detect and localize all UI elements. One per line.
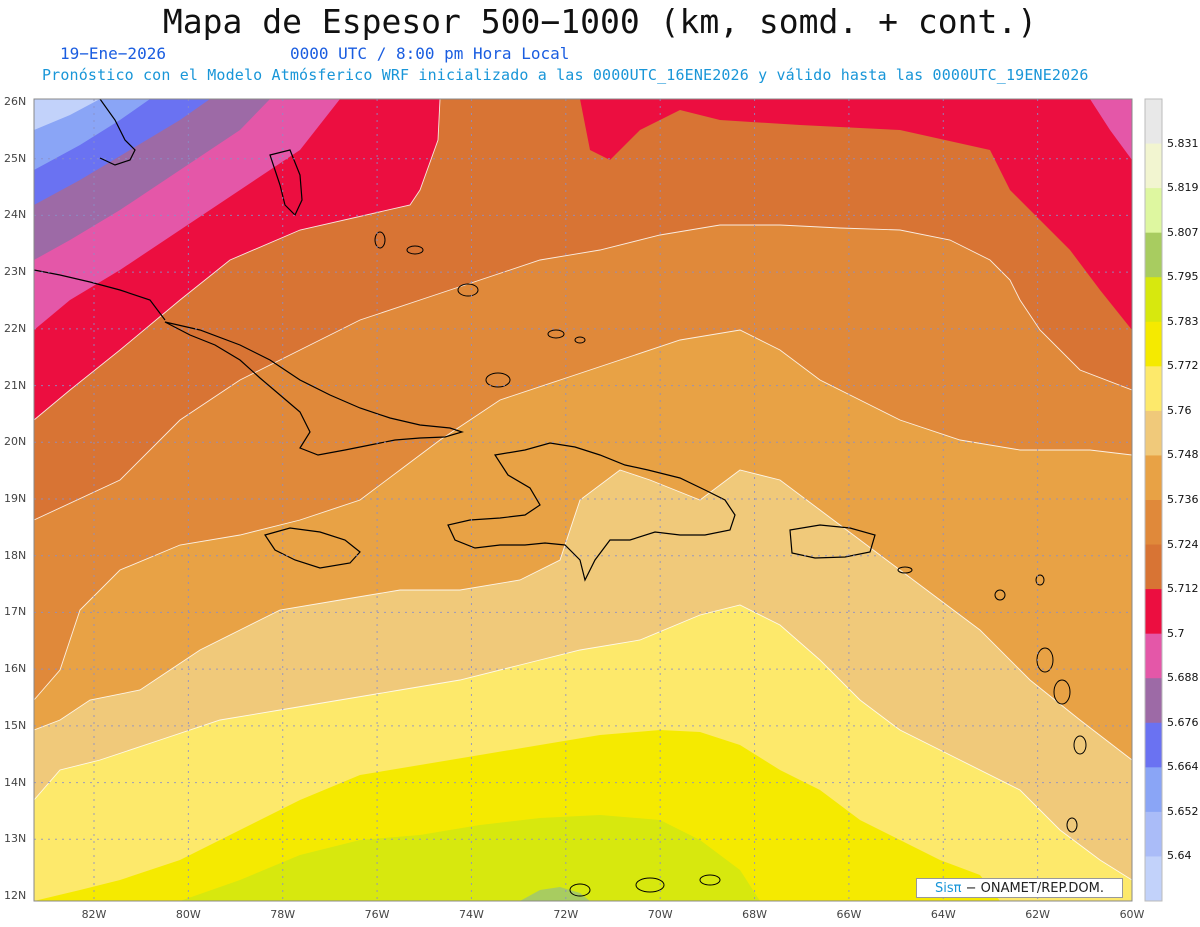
colorbar-label: 5.724 <box>1167 537 1199 551</box>
latitude-label: 16N <box>4 662 27 676</box>
latitude-label: 18N <box>4 548 27 562</box>
colorbar-label: 5.736 <box>1167 493 1199 506</box>
longitude-label: 80W <box>175 908 201 921</box>
colorbar-swatch <box>1145 232 1162 278</box>
colorbar-swatch <box>1145 277 1162 323</box>
colorbar-swatch <box>1145 188 1162 234</box>
longitude-label: 70W <box>647 908 673 921</box>
band-5-795 <box>520 887 590 901</box>
colorbar-swatch <box>1145 455 1162 501</box>
yucatan-outline <box>34 269 166 321</box>
colorbar-swatch <box>1145 500 1162 546</box>
colorbar-label: 5.664 <box>1167 760 1199 774</box>
map-title: Mapa de Espesor 500−1000 (km, somd. + co… <box>162 2 1038 41</box>
credit-text: − ONAMET/REP.DOM. <box>965 881 1105 896</box>
latitude-label: 20N <box>4 435 27 449</box>
contour-lines <box>34 99 1132 881</box>
latitude-label: 21N <box>4 378 27 392</box>
longitude-label: 64W <box>930 908 956 921</box>
jamaica-outline <box>264 527 361 569</box>
colorbar-swatch <box>1145 589 1162 635</box>
colorbar-label: 5.64 <box>1167 849 1192 863</box>
latitude-label: 17N <box>4 605 27 619</box>
colorbar-swatch <box>1145 366 1162 412</box>
longitude-label: 82W <box>81 908 107 921</box>
colorbar-label: 5.76 <box>1167 403 1192 417</box>
small-islands <box>374 231 1087 897</box>
latitude-label: 19N <box>4 492 27 505</box>
latitude-label: 15N <box>4 718 27 732</box>
latitude-label: 25N <box>4 151 27 165</box>
band-5-783 <box>180 815 760 901</box>
colorbar-swatch <box>1145 811 1162 857</box>
longitude-label: 62W <box>1025 908 1051 921</box>
colorbar-label: 5.783 <box>1167 314 1199 328</box>
colorbar-swatch <box>1145 767 1162 813</box>
colorbar-frame <box>1144 98 1163 902</box>
colorbar-swatch <box>1145 544 1162 590</box>
thickness-contours <box>34 99 1132 901</box>
lat-lon-grid <box>34 99 1132 901</box>
colorbar-swatch <box>1145 410 1162 456</box>
model-description: Pronóstico con el Modelo Atmósferico WRF… <box>42 66 1089 84</box>
colorbar-label: 5.688 <box>1167 671 1199 685</box>
latitude-label: 24N <box>4 208 27 222</box>
colorbar-label: 5.652 <box>1167 804 1199 818</box>
map-frame <box>33 98 1133 902</box>
colorbar-label: 5.7 <box>1167 626 1185 640</box>
coastlines <box>34 99 876 582</box>
colorbar-swatch <box>1145 633 1162 679</box>
latitude-label: 14N <box>4 775 27 789</box>
puerto-rico-outline <box>789 524 876 559</box>
cuba-outline <box>164 321 465 456</box>
colorbar-swatch <box>1145 678 1162 724</box>
latitude-label: 13N <box>4 832 27 846</box>
latitude-label: 26N <box>4 95 27 108</box>
colorbar-label: 5.831 <box>1167 136 1199 150</box>
colorbar-label: 5.748 <box>1167 448 1199 462</box>
latitude-label: 23N <box>4 265 27 279</box>
band-5-772 <box>34 730 1000 901</box>
hispaniola-outline <box>447 442 736 582</box>
forecast-date: 19−Ene−2026 <box>60 44 166 63</box>
colorbar-swatch <box>1145 143 1162 189</box>
florida-outline <box>99 99 136 166</box>
longitude-label: 74W <box>459 908 484 921</box>
longitude-label: 72W <box>553 908 579 921</box>
colorbar-swatch <box>1145 722 1162 768</box>
credit-sis: Sisπ <box>934 881 962 896</box>
longitude-label: 68W <box>742 908 767 921</box>
band-5-7-ne <box>580 99 1132 330</box>
colorbar-label: 5.795 <box>1167 270 1199 284</box>
forecast-time: 0000 UTC / 8:00 pm Hora Local <box>290 44 570 63</box>
colorbar-label: 5.819 <box>1167 181 1199 195</box>
colorbar-label: 5.772 <box>1167 359 1199 373</box>
colorbar-swatch <box>1145 321 1162 367</box>
band-5-64 <box>34 99 100 130</box>
colorbar-label: 5.676 <box>1167 715 1199 729</box>
colorbar-swatch <box>1145 856 1162 902</box>
latitude-label: 22N <box>4 321 27 335</box>
longitude-label: 76W <box>364 908 390 921</box>
colorbar-label: 5.807 <box>1167 225 1199 239</box>
band-5-688-ne <box>1090 99 1132 160</box>
colorbar <box>1144 98 1163 902</box>
longitude-label: 66W <box>836 908 862 921</box>
longitude-label: 78W <box>270 908 296 921</box>
bahamas-outline <box>269 149 303 217</box>
credit-box: Sisπ − ONAMET/REP.DOM. <box>916 878 1123 898</box>
latitude-label: 12N <box>4 889 27 902</box>
colorbar-label: 5.712 <box>1167 582 1199 596</box>
longitude-label: 60W <box>1119 908 1145 921</box>
colorbar-swatch <box>1145 99 1162 145</box>
